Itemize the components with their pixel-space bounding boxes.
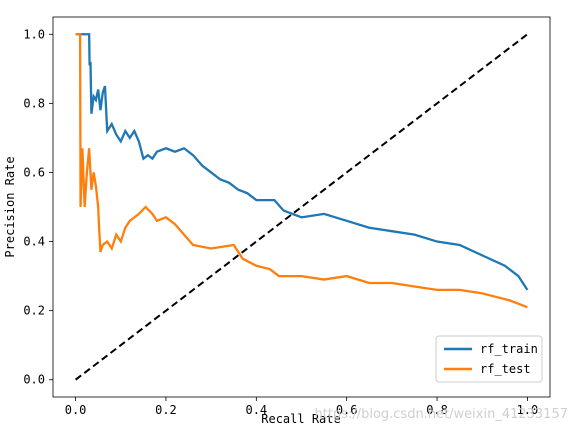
plot-frame	[52, 16, 551, 398]
y-tick-label: 0.6	[23, 165, 45, 179]
legend-label-rf-test: rf_test	[480, 362, 531, 376]
series-line-rf-test	[75, 33, 528, 309]
y-axis-label: Precision Rate	[3, 156, 17, 257]
x-axis-ticks: 0.0 0.2 0.4 0.6 0.8 1.0	[65, 397, 539, 417]
x-axis-label: Recall Rate	[261, 412, 340, 426]
legend-label-rf-train: rf_train	[480, 342, 538, 356]
y-tick-label: 0.8	[23, 96, 45, 110]
y-axis-ticks: 0.0 0.2 0.4 0.6 0.8 1.0	[23, 27, 53, 387]
legend-box	[435, 335, 543, 383]
legend: rf_train rf_test	[435, 335, 543, 383]
x-tick-label: 0.4	[245, 403, 267, 417]
x-tick-label: 0.2	[155, 403, 177, 417]
diagonal-reference-line	[74, 33, 529, 381]
series-layer	[74, 33, 529, 381]
y-tick-label: 0.2	[23, 304, 45, 318]
y-tick-label: 0.4	[23, 235, 45, 249]
plot-area	[53, 17, 550, 397]
y-tick-label: 0.0	[23, 373, 45, 387]
x-tick-label: 0.6	[336, 403, 358, 417]
x-tick-label: 0.8	[426, 403, 448, 417]
watermark-text: https://blog.csdn.net/weixin_41233157	[314, 407, 568, 422]
series-line-rf-train	[75, 33, 529, 291]
x-tick-label: 0.0	[65, 403, 87, 417]
x-tick-label: 1.0	[517, 403, 539, 417]
y-tick-label: 1.0	[23, 27, 45, 41]
